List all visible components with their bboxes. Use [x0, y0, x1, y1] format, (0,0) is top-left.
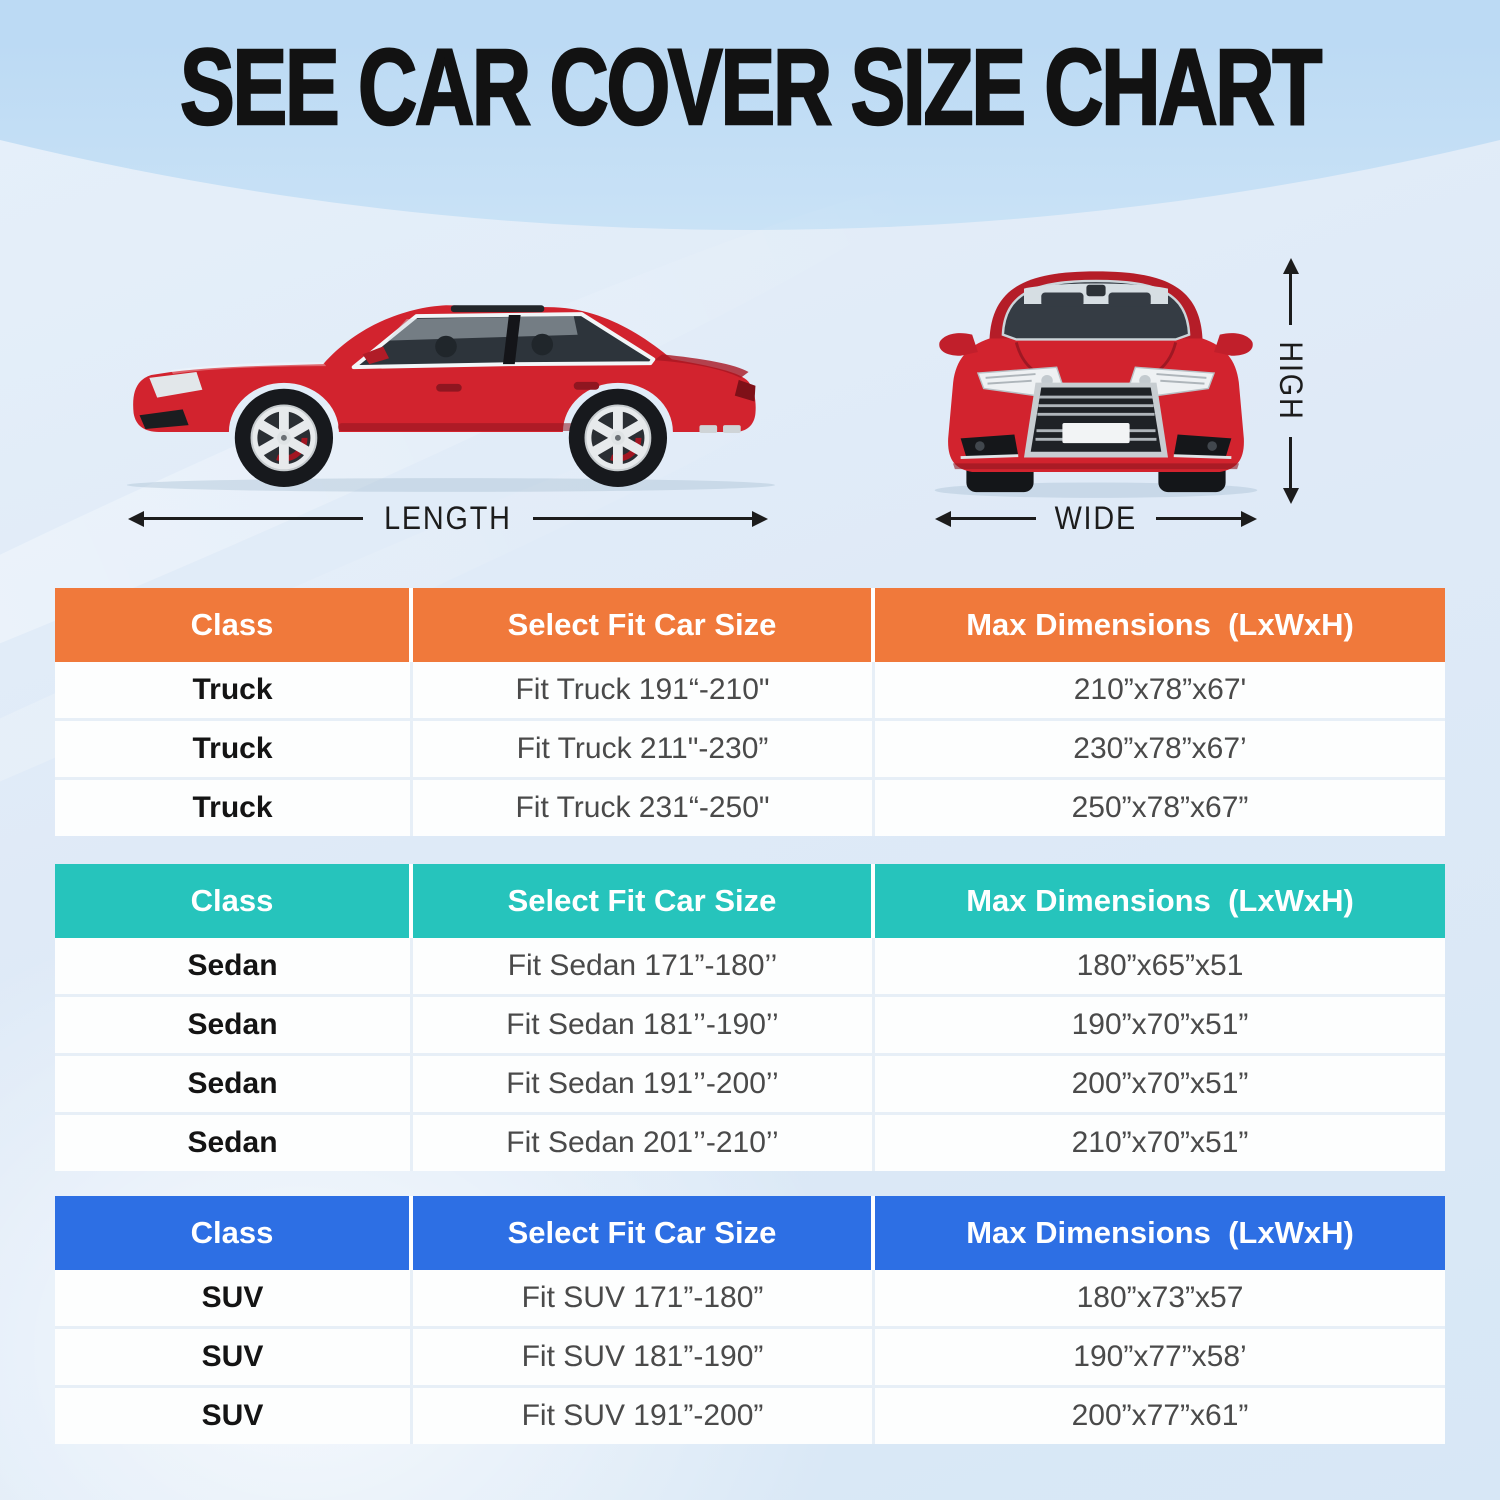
arrowhead-down-icon — [1282, 488, 1299, 504]
column-header-dims: Max Dimensions (LxWxH) — [875, 864, 1445, 938]
column-header-class: Class — [55, 864, 409, 938]
cell-fit: Fit Sedan 181’’-190’’ — [413, 997, 872, 1053]
cell-class: Sedan — [55, 997, 410, 1053]
cell-fit: Fit SUV 191”-200” — [413, 1388, 872, 1444]
header: SEE CAR COVER SIZE CHART — [0, 26, 1500, 147]
length-label: LENGTH — [384, 500, 512, 536]
cell-fit: Fit Truck 191“-210" — [413, 662, 872, 718]
column-header-class: Class — [55, 588, 409, 662]
table-header-row: Class Select Fit Car Size Max Dimensions… — [55, 588, 1445, 662]
column-header-fit: Select Fit Car Size — [413, 864, 871, 938]
cell-dims: 190”x77”x58’ — [875, 1329, 1445, 1385]
cell-class: Sedan — [55, 1056, 410, 1112]
red-sedan-side-icon — [126, 305, 776, 492]
column-header-dims: Max Dimensions (LxWxH) — [875, 1196, 1445, 1270]
red-car-front-icon — [934, 271, 1258, 498]
table-body: Sedan Fit Sedan 171”-180’’ 180”x65”x51 S… — [55, 938, 1445, 1171]
cell-class: Sedan — [55, 938, 410, 994]
cell-dims: 190”x70”x51” — [875, 997, 1445, 1053]
arrowhead-right-icon — [1241, 510, 1258, 527]
table-header-row: Class Select Fit Car Size Max Dimensions… — [55, 864, 1445, 938]
column-header-dims: Max Dimensions (LxWxH) — [875, 588, 1445, 662]
cell-dims: 180”x65”x51 — [875, 938, 1445, 994]
column-header-class: Class — [55, 1196, 409, 1270]
arrowhead-right-icon — [752, 510, 769, 527]
cell-class: Truck — [55, 662, 410, 718]
cell-dims: 250”x78”x67” — [875, 780, 1445, 836]
wide-label: WIDE — [1054, 500, 1138, 536]
cell-dims: 210”x70”x51” — [875, 1115, 1445, 1171]
table-body: Truck Fit Truck 191“-210" 210”x78”x67' T… — [55, 662, 1445, 836]
cell-fit: Fit SUV 181”-190” — [413, 1329, 872, 1385]
cell-dims: 210”x78”x67' — [875, 662, 1445, 718]
cell-class: SUV — [55, 1329, 410, 1385]
cell-fit: Fit Truck 211"-230” — [413, 721, 872, 777]
cell-dims: 200”x70”x51” — [875, 1056, 1445, 1112]
cell-class: Truck — [55, 780, 410, 836]
arrowhead-left-icon — [935, 510, 951, 527]
high-label: HIGH — [1273, 341, 1309, 421]
column-header-fit: Select Fit Car Size — [413, 588, 871, 662]
size-table-suv: Class Select Fit Car Size Max Dimensions… — [55, 1196, 1445, 1444]
cell-dims: 180”x73”x57 — [875, 1270, 1445, 1326]
cell-dims: 200”x77”x61” — [875, 1388, 1445, 1444]
size-table-sedan: Class Select Fit Car Size Max Dimensions… — [55, 864, 1445, 1171]
page-title: SEE CAR COVER SIZE CHART — [179, 26, 1323, 147]
cell-fit: Fit Sedan 201’’-210’’ — [413, 1115, 872, 1171]
arrowhead-up-icon — [1282, 258, 1299, 274]
arrowhead-left-icon — [128, 510, 144, 527]
cell-dims: 230”x78”x67’ — [875, 721, 1445, 777]
cell-fit: Fit Truck 231“-250" — [413, 780, 872, 836]
length-arrow: LENGTH — [128, 500, 769, 537]
cell-class: SUV — [55, 1388, 410, 1444]
cell-class: SUV — [55, 1270, 410, 1326]
table-header-row: Class Select Fit Car Size Max Dimensions… — [55, 1196, 1445, 1270]
cell-class: Truck — [55, 721, 410, 777]
wide-arrow: WIDE — [935, 500, 1258, 537]
cell-fit: Fit SUV 171”-180” — [413, 1270, 872, 1326]
size-table-truck: Class Select Fit Car Size Max Dimensions… — [55, 588, 1445, 836]
table-body: SUV Fit SUV 171”-180” 180”x73”x57 SUV Fi… — [55, 1270, 1445, 1444]
high-arrow: HIGH — [1272, 258, 1309, 504]
cell-fit: Fit Sedan 171”-180’’ — [413, 938, 872, 994]
side-car-illustration — [112, 256, 780, 492]
front-car-illustration — [928, 250, 1264, 500]
cell-fit: Fit Sedan 191’’-200’’ — [413, 1056, 872, 1112]
cell-class: Sedan — [55, 1115, 410, 1171]
column-header-fit: Select Fit Car Size — [413, 1196, 871, 1270]
